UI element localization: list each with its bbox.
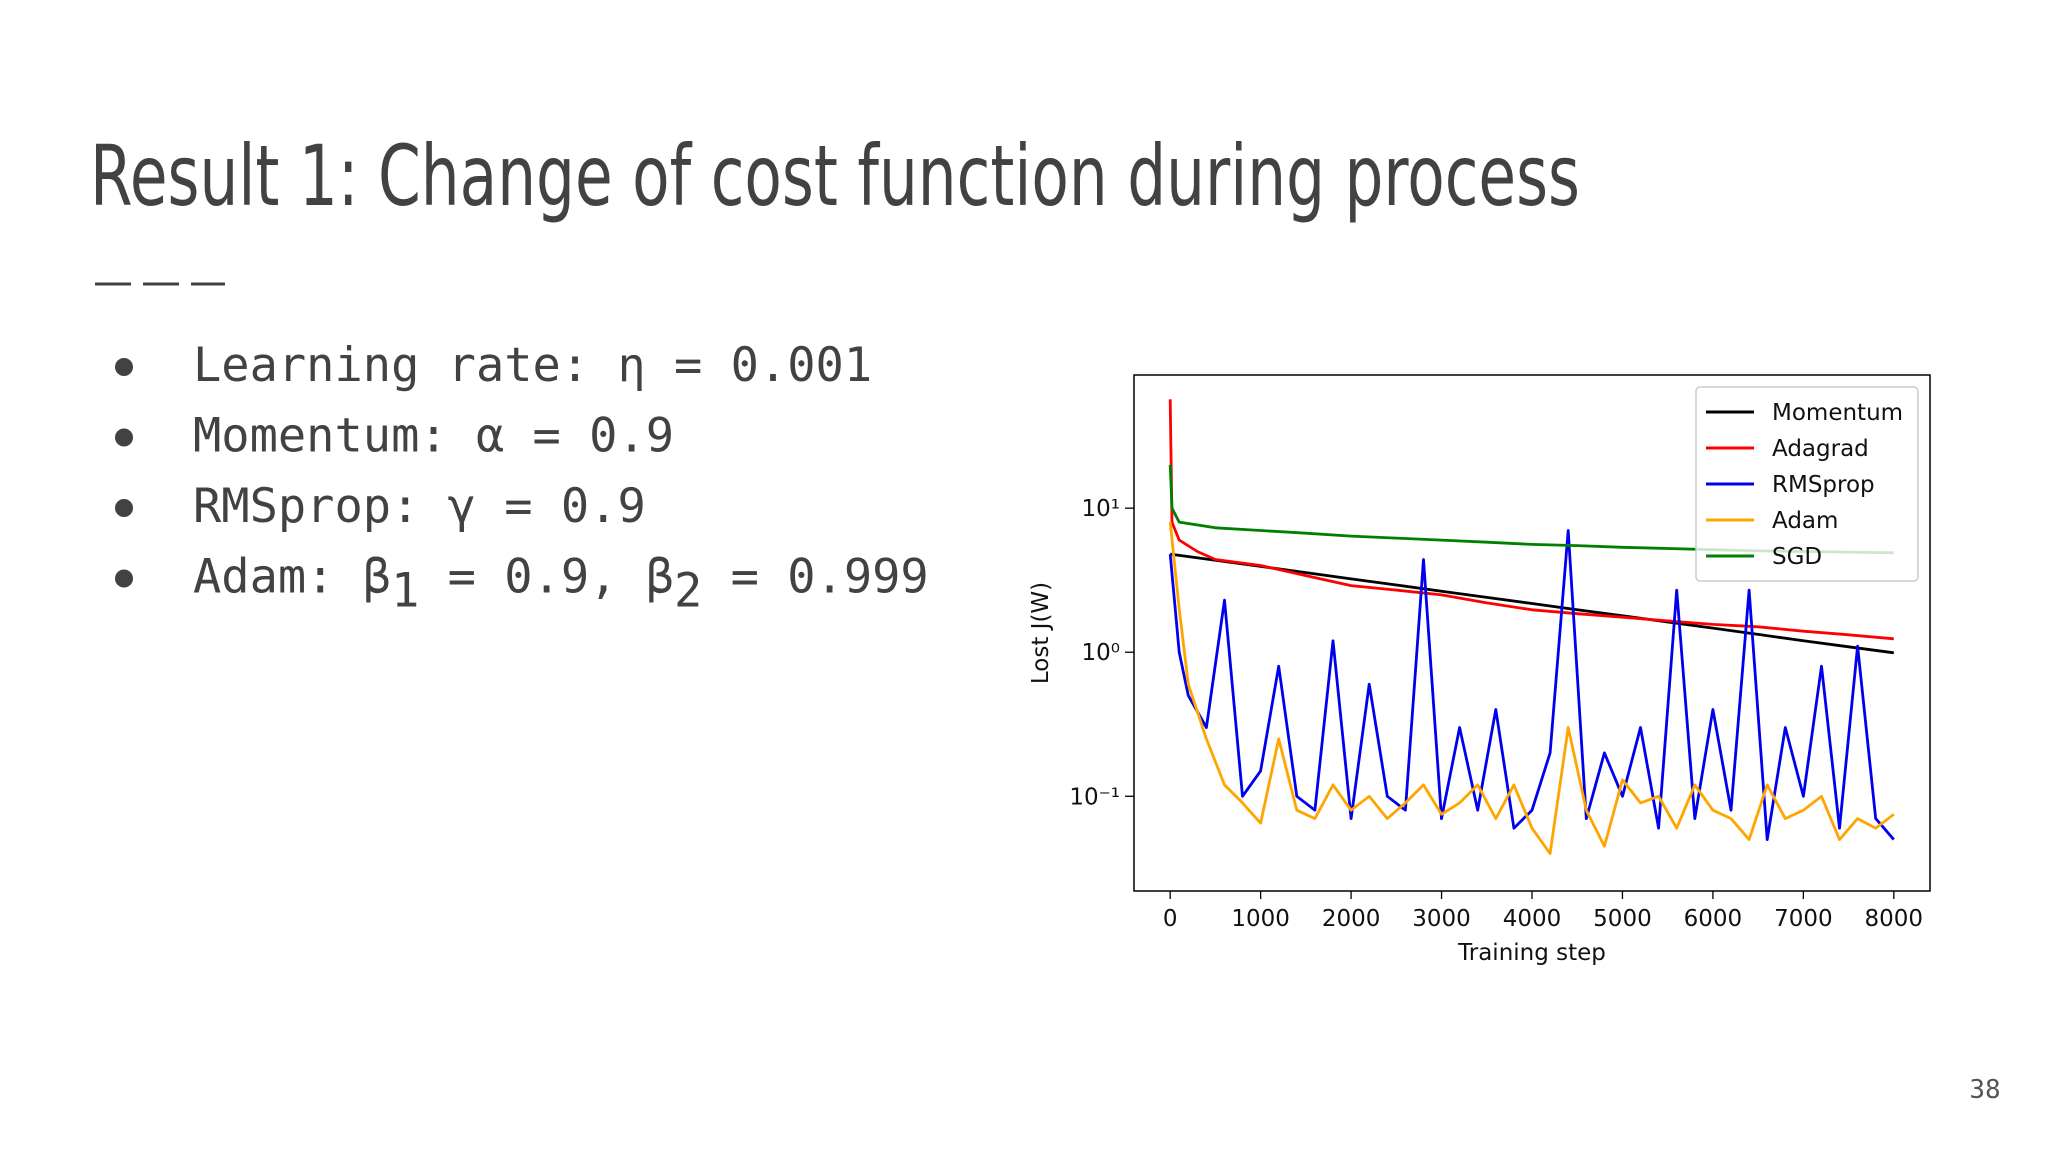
slide-title: Result 1: Change of cost function during… [90,127,1580,225]
legend-label: Momentum [1772,400,1903,426]
bullet-text: Learning rate: η = 0.001 [193,338,872,393]
y-tick-label: 10¹ [1082,496,1121,522]
bullet-dot [115,358,133,376]
x-tick-label: 5000 [1593,906,1652,932]
bullet-run: Learning rate: η = 0.001 [193,338,872,393]
legend-label: Adagrad [1772,436,1869,462]
x-tick-label: 3000 [1412,906,1471,932]
bullet-run: Momentum: α = 0.9 [193,409,674,464]
x-tick-label: 4000 [1503,906,1562,932]
page-number: 38 [1969,1075,2000,1105]
legend-label: RMSprop [1772,472,1875,498]
series-line [1168,521,1895,855]
y-axis-label: Lost J(W) [1028,582,1054,684]
bullet-run: RMSprop: γ = 0.9 [193,479,646,534]
bullet-run: Adam: β [193,550,391,605]
x-tick-label: 6000 [1684,906,1743,932]
x-tick-label: 2000 [1322,906,1381,932]
bullet-run: = 0.999 [702,550,928,605]
series-line [1168,529,1895,841]
bullet-text: Momentum: α = 0.9 [193,409,674,464]
bullet-dot [115,499,133,517]
bullet-dot [115,569,133,588]
subscript: 2 [674,564,702,619]
x-tick-label: 8000 [1865,906,1924,932]
bullet-text: RMSprop: γ = 0.9 [193,479,646,534]
x-tick-label: 7000 [1774,906,1833,932]
legend-label: Adam [1772,508,1838,534]
legend-label: SGD [1772,544,1822,570]
x-tick-label: 1000 [1231,906,1290,932]
subscript: 1 [391,564,419,619]
y-tick-label: 10⁰ [1082,640,1121,666]
y-tick-label: 10⁻¹ [1069,784,1120,810]
bullet-text: Adam: β1 = 0.9, β2 = 0.999 [193,550,929,619]
x-tick-label: 0 [1163,906,1178,932]
series-line [1170,552,1894,655]
legend-box [1695,386,1919,582]
bullet-list: Learning rate: η = 0.001 Momentum: α = 0.… [115,338,929,619]
chart: 0 1000 2000 3000 4000 5000 6000 7000 8000 10⁻¹ 10⁰… [1028,374,1931,966]
bullet-dot [115,428,133,447]
x-axis-label: Training step [1457,940,1606,966]
bullet-run: = 0.9, β [419,550,674,605]
